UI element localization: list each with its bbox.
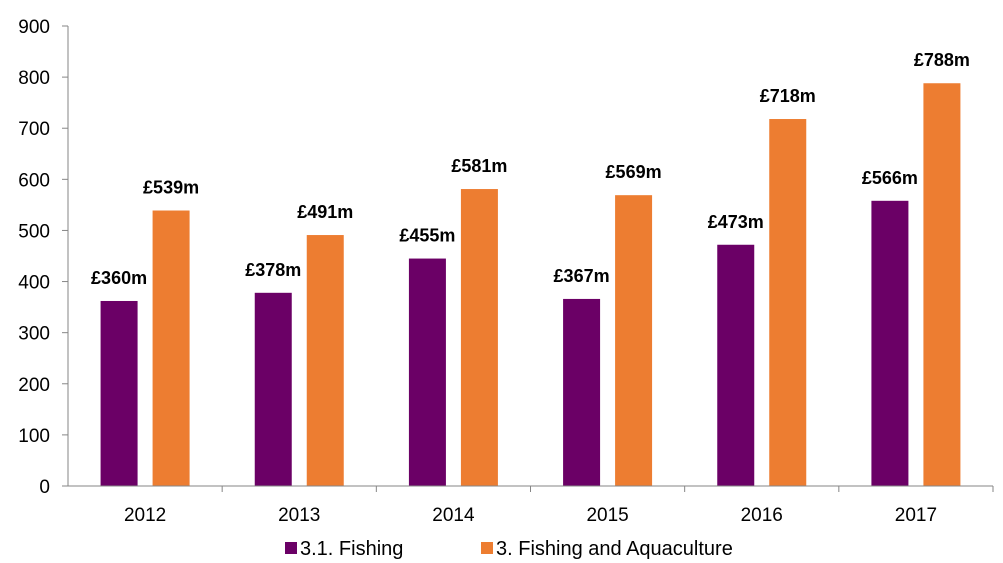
- y-tick-label: 600: [18, 170, 50, 191]
- y-axis: 0 100 200 300 400 500 600 700 800 900: [18, 17, 69, 498]
- bar-fishing-aquaculture-2012: [152, 210, 190, 486]
- y-tick-label: 0: [39, 477, 50, 498]
- y-tick-label: 100: [18, 426, 50, 447]
- x-tick-label: 2013: [278, 505, 320, 526]
- x-tick-label: 2017: [895, 505, 937, 526]
- bar-fishing-2017: [871, 200, 909, 487]
- data-label: £491m: [297, 202, 353, 222]
- legend-swatch: [285, 542, 297, 554]
- legend: 3.1. Fishing 3. Fishing and Aquaculture: [285, 538, 733, 560]
- y-tick-label: 700: [18, 119, 50, 140]
- y-tick-label: 300: [18, 324, 50, 345]
- data-label: £788m: [914, 50, 970, 70]
- bar-fishing-aquaculture-2013: [306, 235, 344, 486]
- x-tick-label: 2014: [432, 505, 475, 526]
- y-tick-label: 800: [18, 68, 50, 89]
- data-label: £367m: [554, 266, 610, 286]
- data-label: £581m: [451, 156, 507, 176]
- bar-fishing-aquaculture-2016: [769, 119, 807, 487]
- legend-swatch: [481, 542, 493, 554]
- data-label: £566m: [862, 168, 918, 188]
- bar-fishing-2013: [254, 292, 292, 486]
- bar-fishing-2014: [408, 258, 446, 486]
- data-label: £378m: [245, 260, 301, 280]
- x-axis: 2012 2013 2014 2015 2016 2017: [68, 485, 994, 526]
- bar-fishing-2016: [717, 244, 755, 486]
- y-tick-label: 900: [18, 17, 50, 38]
- legend-label: 3. Fishing and Aquaculture: [496, 538, 733, 560]
- data-label: £539m: [143, 178, 199, 198]
- data-label: £360m: [91, 268, 147, 288]
- bar-fishing-aquaculture-2017: [923, 83, 961, 486]
- bar-fishing-aquaculture-2015: [615, 195, 653, 486]
- y-tick-label: 400: [18, 273, 50, 294]
- bar-fishing-aquaculture-2014: [460, 189, 498, 487]
- x-tick-label: 2015: [586, 505, 628, 526]
- bars: [100, 83, 961, 487]
- data-labels: £360m £539m £378m £491m £455m £581m £367m £569m…: [91, 50, 970, 288]
- y-tick-label: 200: [18, 375, 50, 396]
- bar-fishing-2015: [563, 298, 601, 486]
- data-label: £455m: [399, 226, 455, 246]
- data-label: £473m: [708, 212, 764, 232]
- data-label: £569m: [606, 162, 662, 182]
- data-label: £718m: [760, 86, 816, 106]
- legend-label: 3.1. Fishing: [300, 538, 403, 560]
- x-tick-label: 2016: [741, 505, 783, 526]
- y-tick-label: 500: [18, 221, 50, 242]
- x-tick-label: 2012: [124, 505, 166, 526]
- bar-fishing-2012: [100, 300, 138, 486]
